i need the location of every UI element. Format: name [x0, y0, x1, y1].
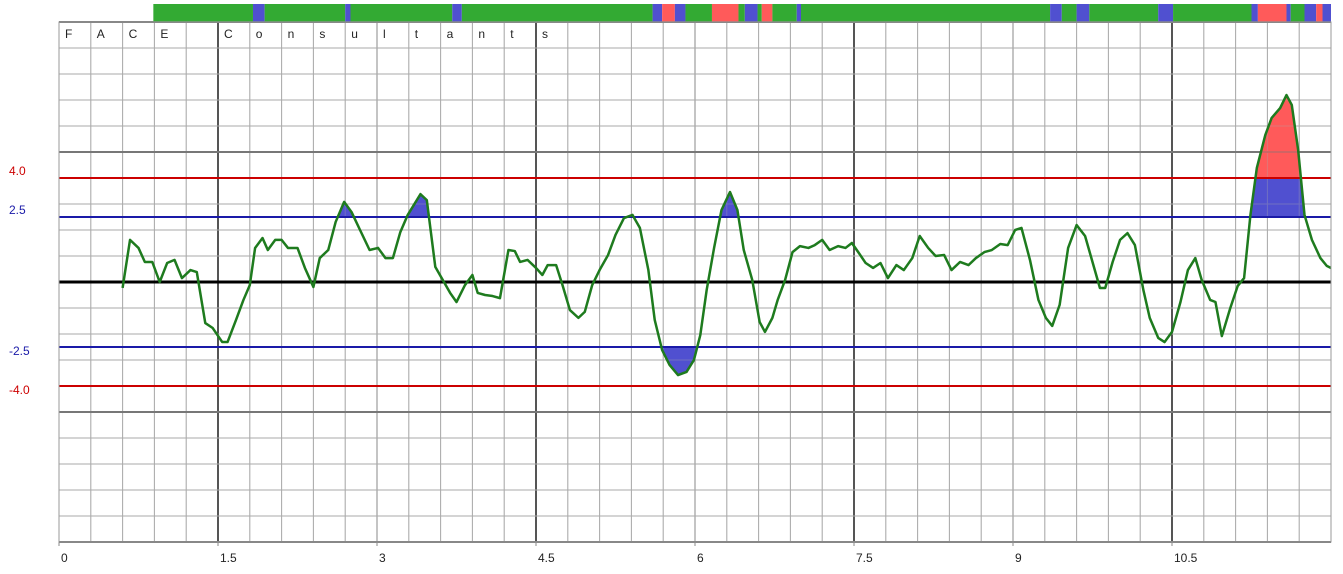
status-segment: [1286, 4, 1291, 22]
x-tick-label: 6: [697, 551, 704, 565]
status-segment: [1322, 4, 1331, 22]
x-tick-label: 10.5: [1174, 551, 1198, 565]
status-segment: [1290, 4, 1305, 22]
threshold-label: -2.5: [9, 344, 30, 358]
x-tick-label: 7.5: [856, 551, 873, 565]
x-tick-label: 3: [379, 551, 386, 565]
status-segment: [1076, 4, 1090, 22]
status-segment: [1316, 4, 1323, 22]
status-segment: [662, 4, 675, 22]
status-segment: [757, 4, 762, 22]
status-segment: [674, 4, 686, 22]
status-segment: [1158, 4, 1174, 22]
x-tick-label: 9: [1015, 551, 1022, 565]
x-tick-label: 1.5: [220, 551, 237, 565]
x-tick-label: 4.5: [538, 551, 555, 565]
plot-border: [58, 21, 1332, 543]
status-segment: [461, 4, 653, 22]
chart-title: FACE Consultants: [65, 27, 548, 41]
threshold-label: 4.0: [9, 164, 26, 178]
threshold-fill: [1255, 95, 1301, 178]
status-segment: [685, 4, 712, 22]
status-segment: [772, 4, 797, 22]
status-segment: [711, 4, 739, 22]
status-segment: [652, 4, 663, 22]
data-line: [121, 93, 1332, 377]
x-tick-label: 0: [61, 551, 68, 565]
status-segment: [1257, 4, 1287, 22]
status-segment: [1251, 4, 1258, 22]
status-segment: [1173, 4, 1252, 22]
status-segment: [153, 4, 253, 22]
status-segment: [452, 4, 462, 22]
status-segment: [1061, 4, 1077, 22]
status-segment: [761, 4, 773, 22]
status-segment: [1089, 4, 1159, 22]
status-segment: [345, 4, 351, 22]
threshold-label: 2.5: [9, 203, 26, 217]
status-segment: [801, 4, 1051, 22]
status-segment: [796, 4, 801, 22]
status-segment: [350, 4, 453, 22]
status-segment: [1304, 4, 1317, 22]
status-segment: [252, 4, 265, 22]
status-segment: [264, 4, 346, 22]
threshold-label: -4.0: [9, 383, 30, 397]
status-segment: [738, 4, 745, 22]
status-segment: [1050, 4, 1062, 22]
status-segment: [744, 4, 758, 22]
